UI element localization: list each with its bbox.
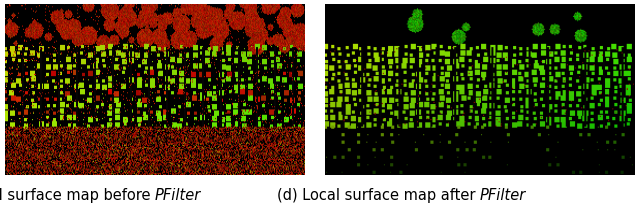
Text: PFilter: PFilter — [480, 188, 526, 203]
Text: (d) Local surface map after: (d) Local surface map after — [277, 188, 480, 203]
Text: PFilter: PFilter — [155, 188, 201, 203]
Text: (c) Local surface map before: (c) Local surface map before — [0, 188, 155, 203]
